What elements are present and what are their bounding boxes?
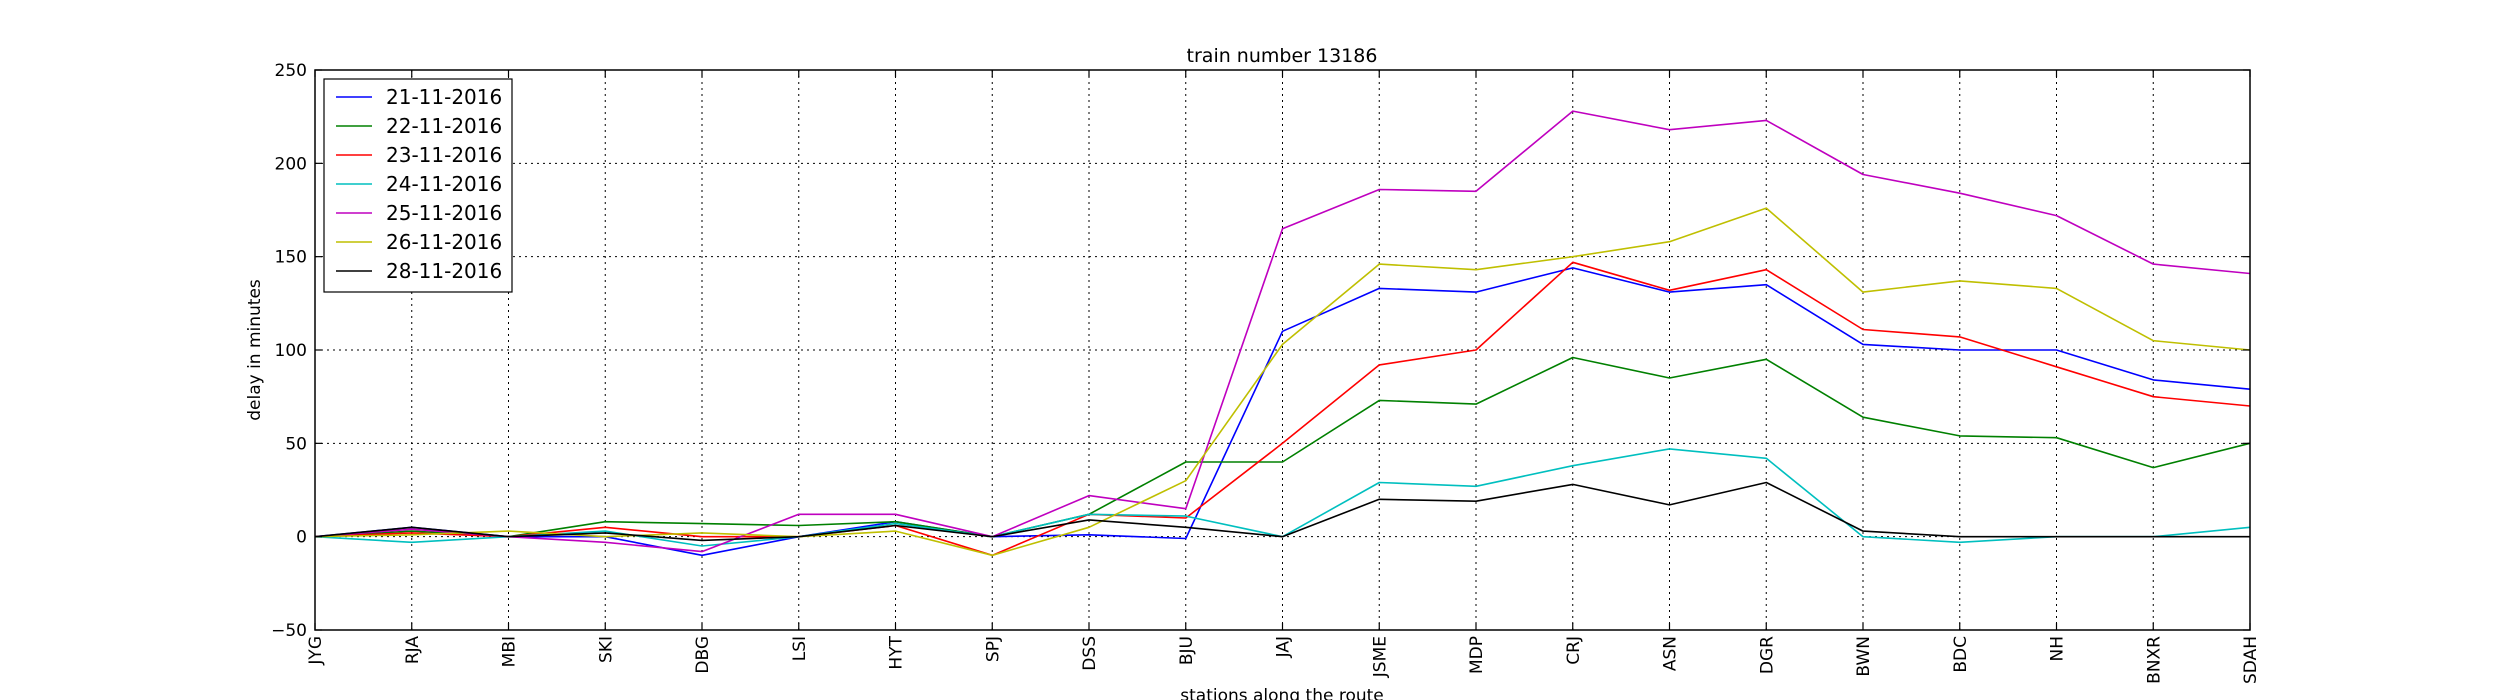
series-line-28-11-2016 [314, 481, 2250, 542]
series-line-22-11-2016 [314, 356, 2251, 538]
x-tick-label: MDP [1467, 636, 1487, 674]
series-lines [314, 110, 2251, 557]
x-axis-label: stations along the route [1180, 686, 1384, 700]
legend-label: 25-11-2016 [386, 201, 502, 225]
x-tick-label: BJU [1177, 636, 1197, 665]
series-line-23-11-2016 [314, 261, 2251, 557]
x-tick-label: CRJ [1564, 636, 1584, 665]
series-line-25-11-2016 [314, 110, 2251, 553]
x-tick-label: RJA [403, 636, 423, 665]
chart-title: train number 13186 [1187, 45, 1378, 67]
legend-label: 21-11-2016 [386, 85, 502, 109]
legend-label: 23-11-2016 [386, 143, 502, 167]
series-line-21-11-2016 [314, 267, 2251, 557]
x-tick-label: DBG [693, 636, 713, 674]
x-tick-label: SPJ [983, 636, 1003, 662]
x-tick-label: LSI [790, 636, 810, 661]
x-tick-label: MBI [500, 636, 520, 667]
y-tick-label: 250 [275, 61, 307, 81]
y-tick-label: 0 [296, 528, 307, 548]
y-tick-label: −50 [271, 621, 307, 641]
x-tick-label: BWN [1854, 636, 1874, 677]
x-tick-label: SDAH [2241, 636, 2261, 684]
x-tick-label: NH [2048, 636, 2068, 662]
y-tick-label: 200 [275, 154, 307, 174]
legend-label: 24-11-2016 [386, 172, 502, 196]
legend-box [323, 78, 513, 293]
legend-label: 28-11-2016 [386, 259, 502, 283]
x-tick-label: ASN [1661, 636, 1681, 671]
y-axis-label: delay in minutes [245, 279, 265, 421]
x-tick-label: DGR [1757, 636, 1777, 674]
x-tick-label: JAJ [1274, 636, 1294, 658]
x-tick-label: JYG [306, 636, 326, 666]
x-axis-ticks: JYG RJA MBI SKI DBG LSI HYT SPJ DSS BJU JAJ JSME MDP… [306, 70, 2261, 684]
y-tick-label: 100 [275, 341, 307, 361]
y-tick-label: 150 [275, 248, 307, 268]
x-tick-label: HYT [887, 635, 907, 669]
legend-label: 22-11-2016 [386, 114, 502, 138]
x-tick-label: BNXR [2144, 636, 2164, 684]
legend-label: 26-11-2016 [386, 230, 502, 254]
x-tick-label: SKI [596, 636, 616, 663]
y-axis-ticks: 250 200 150 100 50 0 −50 [271, 61, 2250, 641]
x-tick-label: JSME [1370, 636, 1390, 678]
x-tick-label: DSS [1080, 636, 1100, 671]
legend: 21-11-2016 22-11-2016 23-11-2016 24-11-2016… [323, 78, 513, 293]
y-tick-label: 50 [285, 434, 307, 454]
x-tick-label: BDC [1951, 636, 1971, 673]
